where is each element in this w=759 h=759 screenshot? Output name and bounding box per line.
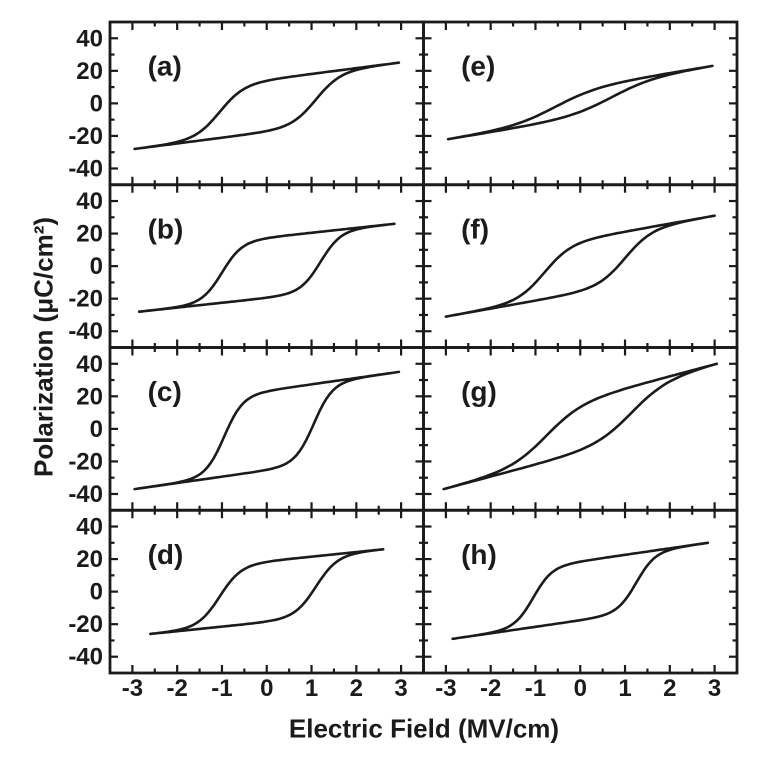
y-tick-label: -20 (68, 286, 103, 313)
y-tick-label: 0 (90, 416, 103, 443)
x-tick-label: -2 (480, 675, 501, 702)
panel-f: (f) (422, 183, 739, 349)
panel-frame (422, 508, 739, 675)
panel-ticks (423, 184, 737, 348)
hysteresis-loop (133, 61, 401, 151)
x-tick-label: 2 (350, 675, 363, 702)
panel-letter: (e) (461, 51, 495, 82)
panel-letter: (a) (148, 51, 182, 82)
panel-ticks (110, 510, 424, 673)
panel-letter: (c) (148, 376, 182, 407)
y-axis-title: Polarization (μC/cm²) (28, 216, 59, 478)
y-tick-label: 40 (76, 514, 103, 541)
x-axis-title: Electric Field (MV/cm) (288, 713, 560, 744)
hysteresis-loop (451, 541, 710, 641)
x-tick-label: -3 (435, 675, 456, 702)
panel-letter: (g) (461, 376, 497, 407)
panel-c: 40 20 0 -20 -40 (c) (68, 346, 425, 512)
x-tick-label: -1 (525, 675, 546, 702)
y-tick-label: 40 (76, 351, 103, 378)
hysteresis-loop (133, 370, 401, 491)
y-tick-label: 40 (76, 188, 103, 215)
panel-ticks (423, 22, 737, 185)
panel-letter: (b) (148, 213, 184, 244)
panel-b: 40 20 0 -20 -40 (b) (68, 183, 425, 349)
panel-frame (108, 183, 425, 349)
hysteresis-loop (444, 214, 716, 318)
panel-a: 40 20 0 -20 -40 (a) (68, 20, 425, 187)
panel-h: -3 -2 -1 0 1 2 3 (h) (422, 508, 739, 702)
y-tick-label: 0 (90, 90, 103, 117)
panel-letter: (d) (148, 539, 184, 570)
y-tick-label: -40 (68, 155, 103, 182)
y-tick-label: 40 (76, 25, 103, 52)
panel-g: (g) (422, 346, 739, 512)
hysteresis-loop (446, 64, 714, 141)
panel-d: 40 20 0 -20 -40 -3 -2 -1 0 1 2 3 (d) (68, 508, 425, 702)
x-tick-label: 3 (708, 675, 721, 702)
y-tick-label: -40 (68, 644, 103, 671)
x-tick-label: -3 (122, 675, 143, 702)
panel-frame (108, 508, 425, 675)
panel-letter: (f) (461, 213, 489, 244)
y-tick-label: 0 (90, 253, 103, 280)
y-tick-label: -20 (68, 611, 103, 638)
panel-ticks (110, 22, 424, 185)
panel-frame (108, 20, 425, 187)
y-tick-label: 20 (76, 221, 103, 248)
x-tick-label: 1 (618, 675, 631, 702)
x-tick-label: -1 (211, 675, 232, 702)
panel-frame (422, 20, 739, 187)
y-tick-label: -40 (68, 318, 103, 345)
panel-ticks (423, 510, 737, 673)
x-tick-label: 3 (394, 675, 407, 702)
y-tick-label: 0 (90, 579, 103, 606)
y-tick-label: -20 (68, 123, 103, 150)
x-tick-label: 2 (663, 675, 676, 702)
panel-e: (e) (422, 20, 739, 187)
hysteresis-loop (442, 362, 719, 491)
y-tick-label: 20 (76, 546, 103, 573)
y-tick-label: 20 (76, 58, 103, 85)
x-tick-label: -2 (167, 675, 188, 702)
x-tick-label: 0 (574, 675, 587, 702)
panel-ticks (110, 184, 424, 348)
y-tick-label: -20 (68, 448, 103, 475)
y-tick-label: -40 (68, 481, 103, 508)
hysteresis-loop (137, 222, 396, 313)
x-tick-label: 1 (305, 675, 318, 702)
x-tick-label: 0 (260, 675, 273, 702)
panel-frame (422, 183, 739, 349)
y-tick-label: 20 (76, 383, 103, 410)
hysteresis-loop (149, 548, 385, 636)
panel-letter: (h) (461, 539, 497, 570)
